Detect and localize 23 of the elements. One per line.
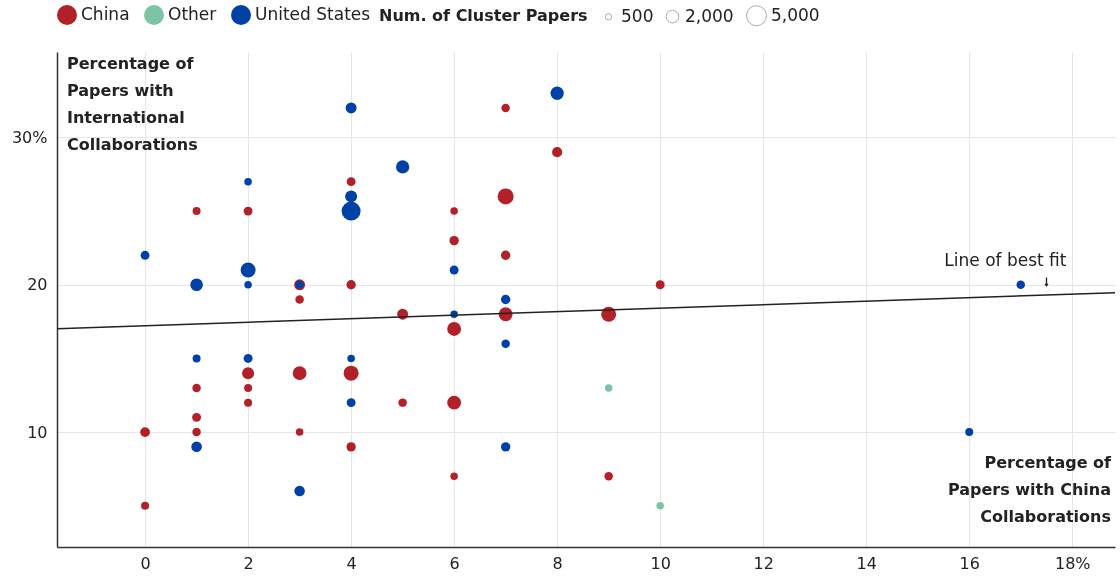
x-tick-label: 8 — [552, 553, 563, 573]
y-tick-label: 10 — [27, 422, 48, 442]
legend-label: United States — [255, 4, 371, 24]
y-axis-title: Percentage of Papers with International Collaborations — [67, 54, 198, 154]
x-tick-label: 18% — [1054, 553, 1091, 573]
x-tick-label: 16 — [959, 553, 980, 573]
legend-label: 500 — [621, 5, 654, 26]
x-tick-label: 12 — [753, 553, 774, 573]
y-tick-label: 30% — [11, 127, 48, 147]
legend-label: 5,000 — [771, 4, 820, 25]
legend-label: 2,000 — [685, 5, 734, 26]
x-tick-label: 0 — [140, 553, 151, 573]
x-tick-label: 2 — [243, 553, 254, 573]
legend-title: Num. of Cluster Papers — [379, 6, 588, 25]
y-tick-label: 20 — [27, 275, 48, 295]
legend-label: China — [81, 4, 130, 24]
x-tick-label: 14 — [856, 553, 877, 573]
x-axis-title: Percentage of Papers with China Collaborations — [947, 453, 1113, 526]
legend-label: Other — [168, 4, 217, 24]
annotation: Line of best fit — [944, 249, 1067, 270]
x-tick-label: 4 — [346, 553, 357, 573]
x-tick-label: 6 — [449, 553, 460, 573]
x-tick-label: 10 — [650, 553, 671, 573]
